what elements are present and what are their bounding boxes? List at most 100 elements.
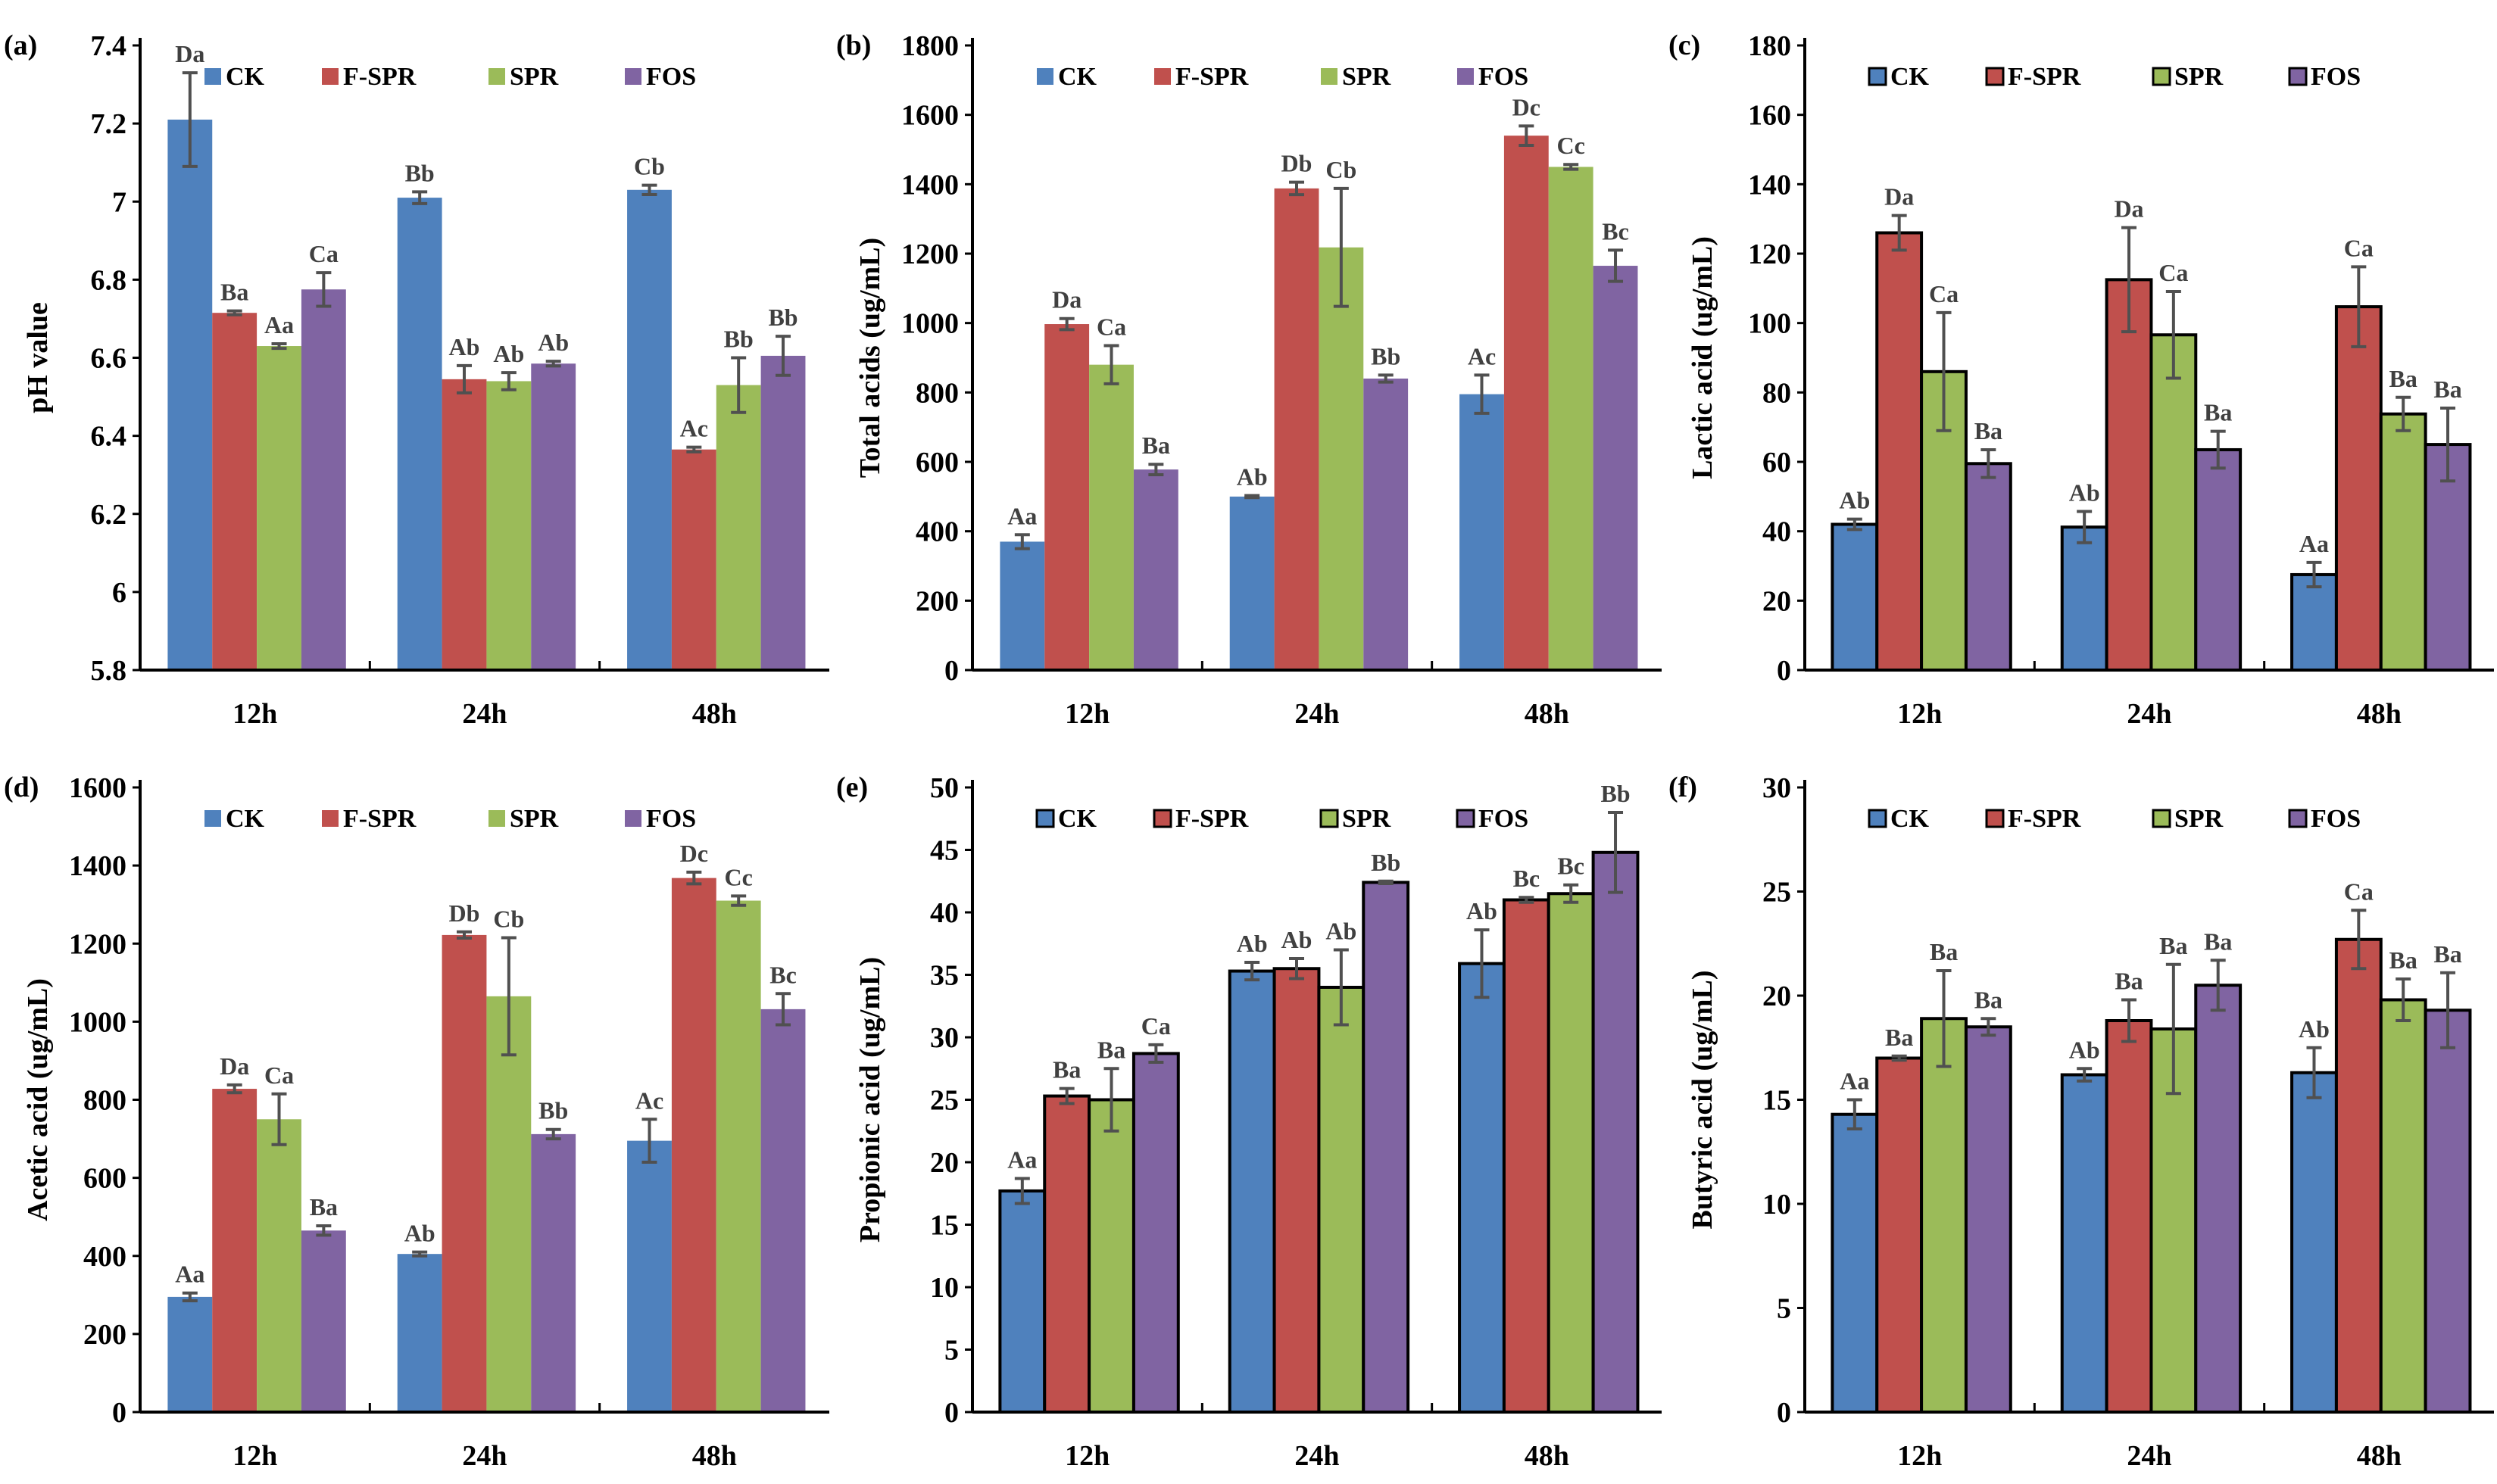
significance-label: Bb — [538, 1097, 568, 1124]
y-tick-label: 400 — [916, 516, 959, 548]
significance-label: Bc — [769, 961, 797, 988]
significance-label: Aa — [1840, 1068, 1869, 1095]
y-tick-label: 7.2 — [91, 108, 127, 140]
panel-label: (b) — [836, 30, 871, 61]
y-tick-label: 800 — [83, 1085, 126, 1117]
legend-label: FOS — [2311, 63, 2361, 91]
bar-fos-24h — [1363, 379, 1409, 670]
significance-label: Ab — [2069, 1036, 2100, 1063]
y-tick-label: 20 — [1762, 585, 1791, 617]
y-tick-label: 800 — [916, 377, 959, 409]
bar-ck-24h — [1229, 496, 1275, 670]
bar-f-spr-24h — [1274, 188, 1319, 671]
significance-label: Da — [1884, 183, 1914, 210]
bar-ck-48h — [627, 189, 672, 670]
panel-label: (a) — [4, 30, 37, 61]
legend-label: SPR — [510, 805, 559, 833]
bar-fos-48h — [1593, 266, 1638, 671]
bar-fos-48h — [760, 355, 806, 670]
significance-label: Ca — [309, 240, 339, 267]
significance-label: Cc — [725, 863, 753, 890]
y-axis-title: pH value — [22, 302, 54, 413]
y-tick-label: 1200 — [901, 238, 959, 270]
bar-fos-12h — [1964, 1025, 2012, 1414]
panel-label: (d) — [4, 772, 39, 803]
x-tick-label: 24h — [462, 1440, 507, 1472]
bar-ck-48h — [627, 1140, 672, 1412]
significance-label: Bb — [724, 326, 754, 353]
bar-ck-12h — [167, 119, 213, 670]
x-tick-label: 12h — [233, 698, 277, 730]
x-tick-label: 24h — [462, 698, 507, 730]
significance-label: Ca — [1929, 280, 1959, 307]
bar-spr-12h — [1089, 364, 1134, 670]
bar-f-spr-24h — [442, 379, 487, 670]
significance-label: Ab — [538, 329, 569, 356]
legend-swatch-fos — [625, 68, 641, 85]
x-tick-label: 48h — [692, 698, 737, 730]
y-tick-label: 200 — [916, 585, 959, 617]
bar-f-spr-24h — [2105, 1019, 2153, 1414]
x-tick-label: 12h — [1897, 698, 1942, 730]
x-tick-label: 24h — [2127, 698, 2171, 730]
y-axis-title: Propionic acid (ug/mL) — [854, 957, 886, 1242]
y-tick-label: 80 — [1762, 377, 1791, 409]
x-tick-label: 12h — [1065, 1440, 1110, 1472]
y-tick-label: 1400 — [901, 169, 959, 201]
y-tick-label: 0 — [112, 1397, 126, 1429]
bar-ck-12h — [1000, 541, 1045, 670]
significance-label: Ba — [1097, 1036, 1125, 1063]
y-tick-label: 100 — [1748, 308, 1791, 340]
y-tick-label: 140 — [1748, 169, 1791, 201]
legend-swatch-ck — [1868, 809, 1887, 828]
chart-svg: (f) 0 5 10 15 20 25 30 Butyric acid (ug/mL) Aa Ba B… — [1668, 772, 2494, 1472]
bar-fos-24h — [531, 363, 576, 670]
legend-label: CK — [1058, 805, 1097, 833]
bar-spr-48h — [1548, 167, 1593, 670]
y-tick-label: 0 — [1777, 655, 1791, 687]
bar-f-spr-12h — [212, 313, 258, 670]
legend-swatch-fos — [625, 810, 641, 827]
legend-label: F-SPR — [2008, 805, 2081, 833]
panel-a-ph: (a) 5.8 6 6.2 6.4 6.6 6.8 7 7.2 7.4 pH value Da Ba Aa… — [0, 0, 832, 742]
bar-fos-12h — [1964, 462, 2012, 672]
y-tick-label: 60 — [1762, 447, 1791, 479]
chart-svg: (a) 5.8 6 6.2 6.4 6.6 6.8 7 7.2 7.4 pH value Da Ba Aa… — [4, 30, 829, 730]
y-tick-label: 0 — [944, 655, 959, 687]
significance-label: Ca — [2158, 259, 2188, 286]
legend-swatch-spr — [1319, 809, 1339, 828]
bar-ck-24h — [2060, 1073, 2108, 1414]
legend-label: CK — [1890, 805, 1930, 833]
significance-label: Ab — [2069, 479, 2100, 507]
significance-label: Ba — [1885, 1024, 1913, 1051]
x-tick-label: 48h — [2357, 698, 2402, 730]
significance-label: Ab — [2299, 1015, 2330, 1043]
bar-spr-48h — [716, 900, 761, 1412]
bar-f-spr-48h — [2334, 937, 2383, 1414]
bar-f-spr-48h — [671, 878, 716, 1412]
y-tick-label: 6.8 — [91, 264, 127, 296]
significance-label: Ba — [1142, 432, 1170, 459]
y-tick-label: 10 — [930, 1272, 959, 1304]
bar-ck-24h — [2060, 525, 2108, 672]
bar-ck-24h — [1228, 969, 1276, 1414]
bar-spr-48h — [1547, 892, 1595, 1414]
significance-label: Aa — [175, 1261, 204, 1288]
chart-svg: (b) 0 200 400 600 800 1000 1200 1400 1600 1800 Tota… — [836, 30, 1662, 730]
y-tick-label: 0 — [944, 1397, 959, 1429]
bar-ck-12h — [998, 1189, 1047, 1414]
y-tick-label: 5 — [944, 1335, 959, 1367]
bar-f-spr-48h — [1502, 898, 1550, 1414]
significance-label: Bb — [1600, 780, 1630, 807]
y-tick-label: 1000 — [901, 308, 959, 340]
significance-label: Da — [175, 40, 204, 67]
y-tick-label: 15 — [1762, 1085, 1791, 1117]
x-tick-label: 24h — [1294, 1440, 1339, 1472]
significance-label: Cb — [634, 153, 665, 180]
y-tick-label: 10 — [1762, 1189, 1791, 1221]
legend-label: CK — [226, 805, 265, 833]
bar-f-spr-48h — [2334, 305, 2383, 672]
x-tick-label: 24h — [2127, 1440, 2171, 1472]
y-tick-label: 20 — [930, 1147, 959, 1179]
bar-fos-24h — [2194, 447, 2243, 672]
